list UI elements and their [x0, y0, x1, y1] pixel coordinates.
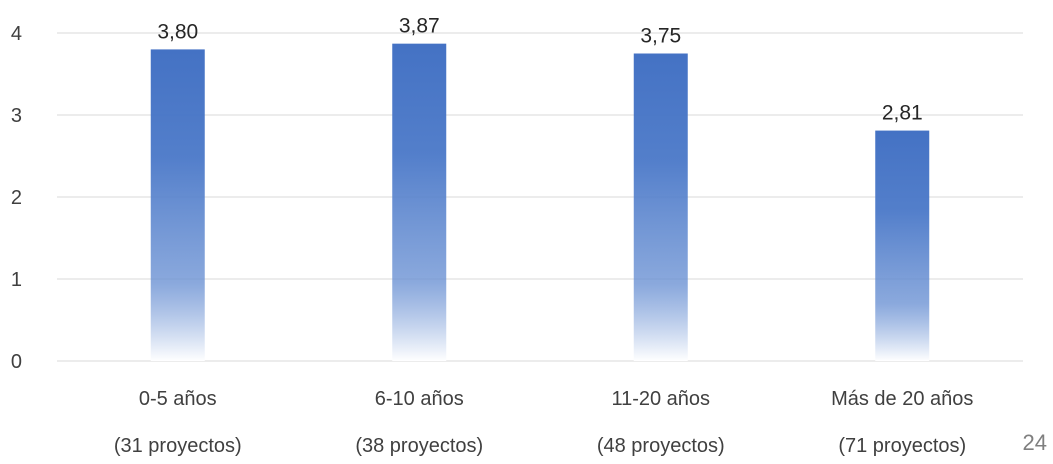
category-label: 11-20 años	[611, 388, 710, 410]
category-sublabel: (38 proyectos)	[355, 435, 483, 457]
category-sublabel: (31 proyectos)	[114, 435, 242, 457]
bar-2	[392, 43, 447, 361]
bar-1	[150, 49, 205, 362]
data-label: 3,75	[640, 25, 681, 48]
data-label: 3,80	[157, 20, 198, 43]
y-tick-label: 1	[11, 269, 22, 291]
y-tick-label: 0	[11, 351, 22, 373]
category-sublabel: (71 proyectos)	[838, 435, 966, 457]
bar-3	[633, 53, 688, 361]
gridlines	[57, 32, 1023, 362]
y-tick-label: 2	[11, 187, 22, 209]
y-axis-ticks: 0 1 2 3 4	[11, 23, 22, 373]
y-tick-label: 3	[11, 105, 22, 127]
y-tick-label: 4	[11, 23, 22, 45]
category-label: 6-10 años	[375, 388, 464, 410]
bar-4	[875, 130, 930, 361]
category-labels: 0-5 años (31 proyectos) 6-10 años (38 proye…	[114, 388, 974, 457]
bars	[150, 43, 930, 362]
category-label: 0-5 años	[139, 388, 217, 410]
page-number: 24	[1022, 430, 1047, 455]
data-labels: 3,80 3,87 3,75 2,81	[157, 15, 922, 125]
data-label: 3,87	[399, 15, 440, 38]
category-label: Más de 20 años	[831, 388, 973, 410]
category-sublabel: (48 proyectos)	[597, 435, 725, 457]
data-label: 2,81	[882, 102, 923, 125]
